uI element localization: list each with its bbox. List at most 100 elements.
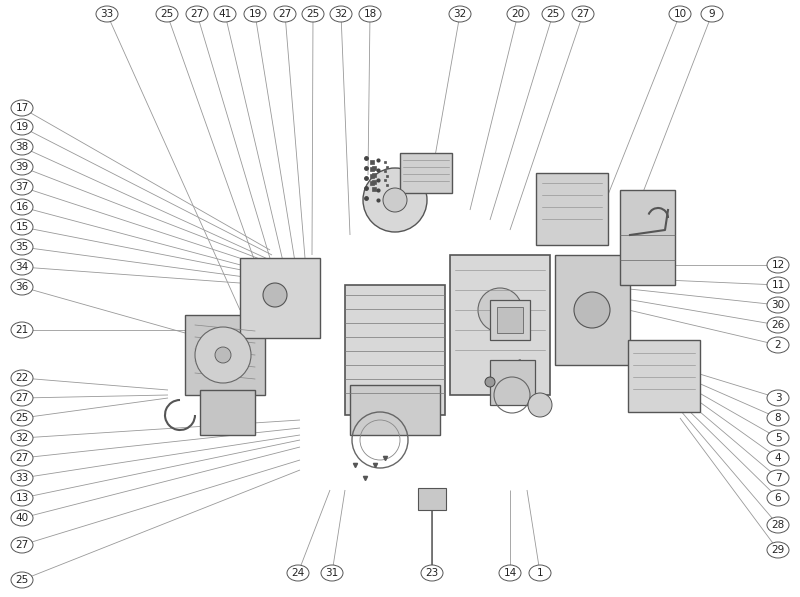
FancyBboxPatch shape: [200, 390, 255, 435]
FancyBboxPatch shape: [497, 307, 523, 333]
Ellipse shape: [542, 6, 564, 22]
Text: 6: 6: [774, 493, 782, 503]
Ellipse shape: [11, 239, 33, 255]
Ellipse shape: [302, 6, 324, 22]
Text: 9: 9: [709, 9, 715, 19]
Text: 3: 3: [774, 393, 782, 403]
FancyBboxPatch shape: [350, 385, 440, 435]
Ellipse shape: [767, 390, 789, 406]
Ellipse shape: [11, 410, 33, 426]
Text: 14: 14: [503, 568, 517, 578]
Ellipse shape: [767, 490, 789, 506]
Ellipse shape: [499, 565, 521, 581]
Ellipse shape: [11, 470, 33, 486]
Ellipse shape: [214, 6, 236, 22]
Ellipse shape: [330, 6, 352, 22]
Text: 29: 29: [771, 545, 785, 555]
Ellipse shape: [274, 6, 296, 22]
Text: 37: 37: [15, 182, 29, 192]
Text: 23: 23: [426, 568, 438, 578]
Ellipse shape: [321, 565, 343, 581]
Ellipse shape: [767, 297, 789, 313]
Circle shape: [263, 283, 287, 307]
Ellipse shape: [767, 450, 789, 466]
Text: 33: 33: [100, 9, 114, 19]
Text: 19: 19: [15, 122, 29, 132]
Text: 27: 27: [278, 9, 292, 19]
Text: 32: 32: [454, 9, 466, 19]
Text: 27: 27: [576, 9, 590, 19]
Ellipse shape: [767, 517, 789, 533]
FancyBboxPatch shape: [185, 315, 265, 395]
Text: 32: 32: [334, 9, 348, 19]
Ellipse shape: [11, 139, 33, 155]
Text: 32: 32: [15, 433, 29, 443]
Text: 39: 39: [15, 162, 29, 172]
Text: 1: 1: [537, 568, 543, 578]
Ellipse shape: [767, 410, 789, 426]
FancyBboxPatch shape: [628, 340, 700, 412]
Text: 13: 13: [15, 493, 29, 503]
Ellipse shape: [701, 6, 723, 22]
Text: 8: 8: [774, 413, 782, 423]
Circle shape: [485, 377, 495, 387]
Ellipse shape: [767, 317, 789, 333]
Circle shape: [478, 288, 522, 332]
Ellipse shape: [767, 277, 789, 293]
Ellipse shape: [529, 565, 551, 581]
Text: 25: 25: [546, 9, 560, 19]
Text: 22: 22: [15, 373, 29, 383]
Text: 16: 16: [15, 202, 29, 212]
Ellipse shape: [11, 279, 33, 295]
Text: 28: 28: [771, 520, 785, 530]
Ellipse shape: [287, 565, 309, 581]
Text: 27: 27: [15, 453, 29, 463]
Text: 2: 2: [774, 340, 782, 350]
Ellipse shape: [767, 470, 789, 486]
Ellipse shape: [572, 6, 594, 22]
Text: 25: 25: [160, 9, 174, 19]
Text: 31: 31: [326, 568, 338, 578]
Ellipse shape: [11, 119, 33, 135]
Ellipse shape: [11, 537, 33, 553]
Ellipse shape: [11, 510, 33, 526]
Ellipse shape: [11, 219, 33, 235]
Ellipse shape: [767, 542, 789, 558]
Ellipse shape: [11, 430, 33, 446]
Text: 4: 4: [774, 453, 782, 463]
Text: 34: 34: [15, 262, 29, 272]
Ellipse shape: [11, 159, 33, 175]
FancyBboxPatch shape: [400, 153, 452, 193]
Ellipse shape: [96, 6, 118, 22]
Ellipse shape: [11, 450, 33, 466]
FancyBboxPatch shape: [555, 255, 630, 365]
Ellipse shape: [767, 337, 789, 353]
Ellipse shape: [11, 490, 33, 506]
FancyBboxPatch shape: [450, 255, 550, 395]
Circle shape: [528, 393, 552, 417]
FancyBboxPatch shape: [490, 360, 535, 405]
FancyBboxPatch shape: [418, 488, 446, 510]
Ellipse shape: [11, 390, 33, 406]
Circle shape: [195, 327, 251, 383]
Text: 30: 30: [771, 300, 785, 310]
Text: 27: 27: [15, 393, 29, 403]
Ellipse shape: [767, 430, 789, 446]
FancyBboxPatch shape: [536, 173, 608, 245]
Ellipse shape: [449, 6, 471, 22]
FancyBboxPatch shape: [240, 258, 320, 338]
Ellipse shape: [767, 257, 789, 273]
Circle shape: [215, 347, 231, 363]
Text: 40: 40: [15, 513, 29, 523]
Text: 25: 25: [306, 9, 320, 19]
Circle shape: [363, 168, 427, 232]
Text: 17: 17: [15, 103, 29, 113]
Text: 20: 20: [511, 9, 525, 19]
Text: 19: 19: [248, 9, 262, 19]
Text: 27: 27: [15, 540, 29, 550]
Text: 24: 24: [291, 568, 305, 578]
Ellipse shape: [11, 179, 33, 195]
Text: 10: 10: [674, 9, 686, 19]
Ellipse shape: [11, 259, 33, 275]
Ellipse shape: [11, 322, 33, 338]
